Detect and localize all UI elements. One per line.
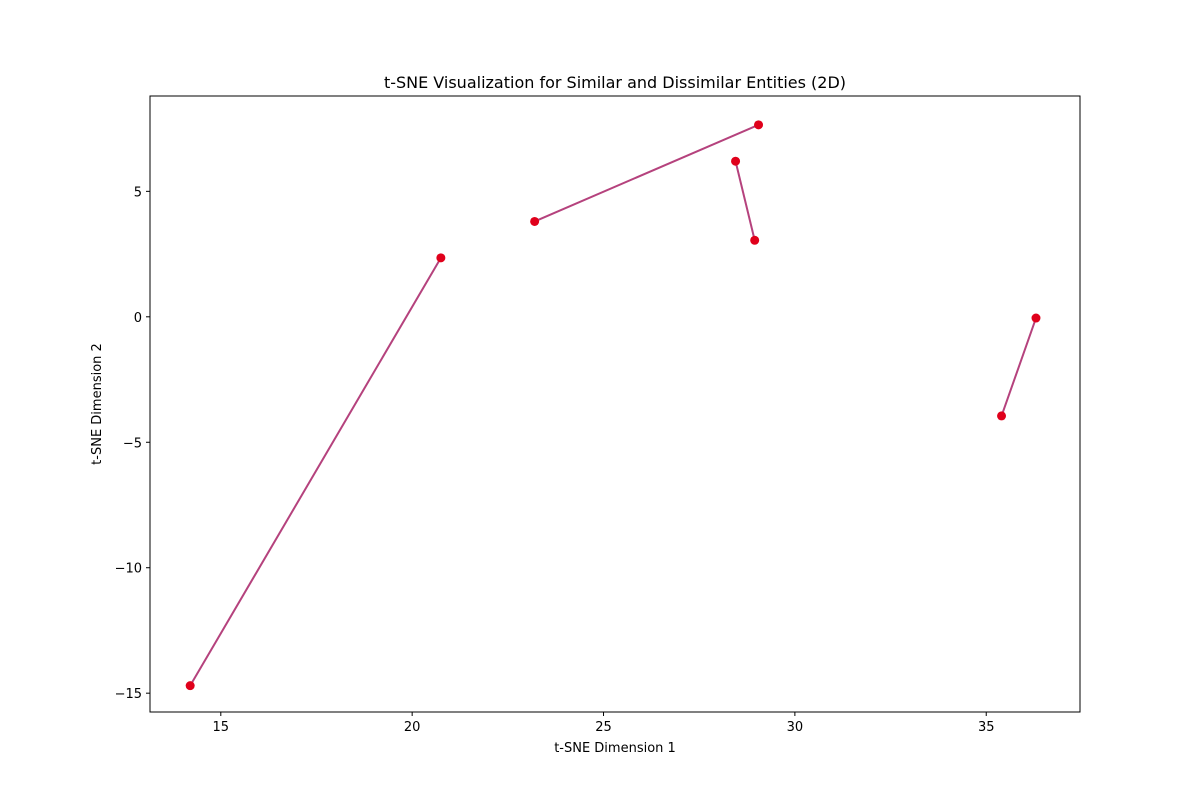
data-point-3-2 bbox=[750, 235, 760, 245]
y-tick-label: 5 bbox=[134, 185, 142, 200]
x-tick-label: 15 bbox=[213, 720, 230, 735]
pair-line-3 bbox=[734, 161, 756, 241]
data-point-4-1 bbox=[997, 411, 1007, 421]
pair-line-1 bbox=[189, 257, 442, 687]
y-tick-label: 0 bbox=[134, 311, 142, 326]
data-point-4-2 bbox=[1031, 313, 1041, 323]
x-axis-label: t-SNE Dimension 1 bbox=[554, 741, 676, 756]
y-tick-label: −10 bbox=[115, 562, 142, 577]
pair-line-2 bbox=[534, 123, 759, 223]
data-point-2-1 bbox=[530, 216, 540, 226]
y-axis: −15 −10 −5 0 5 bbox=[115, 185, 150, 702]
x-axis: 15 20 25 30 35 bbox=[213, 712, 995, 735]
data-point-1-1 bbox=[185, 681, 195, 691]
plot-frame bbox=[149, 95, 1081, 713]
pair-line-4 bbox=[1000, 317, 1037, 417]
data-point-1-2 bbox=[436, 253, 446, 263]
data-point-3-1 bbox=[731, 156, 741, 166]
y-tick-label: −15 bbox=[115, 687, 142, 702]
x-tick-label: 30 bbox=[787, 720, 804, 735]
pairs-layer bbox=[185, 120, 1041, 691]
data-point-2-2 bbox=[754, 120, 764, 130]
y-tick-label: −5 bbox=[123, 436, 142, 451]
x-tick-label: 35 bbox=[978, 720, 995, 735]
x-tick-label: 20 bbox=[404, 720, 421, 735]
chart-title: t-SNE Visualization for Similar and Diss… bbox=[384, 73, 846, 92]
x-tick-label: 25 bbox=[595, 720, 612, 735]
y-axis-label: t-SNE Dimension 2 bbox=[90, 343, 105, 465]
